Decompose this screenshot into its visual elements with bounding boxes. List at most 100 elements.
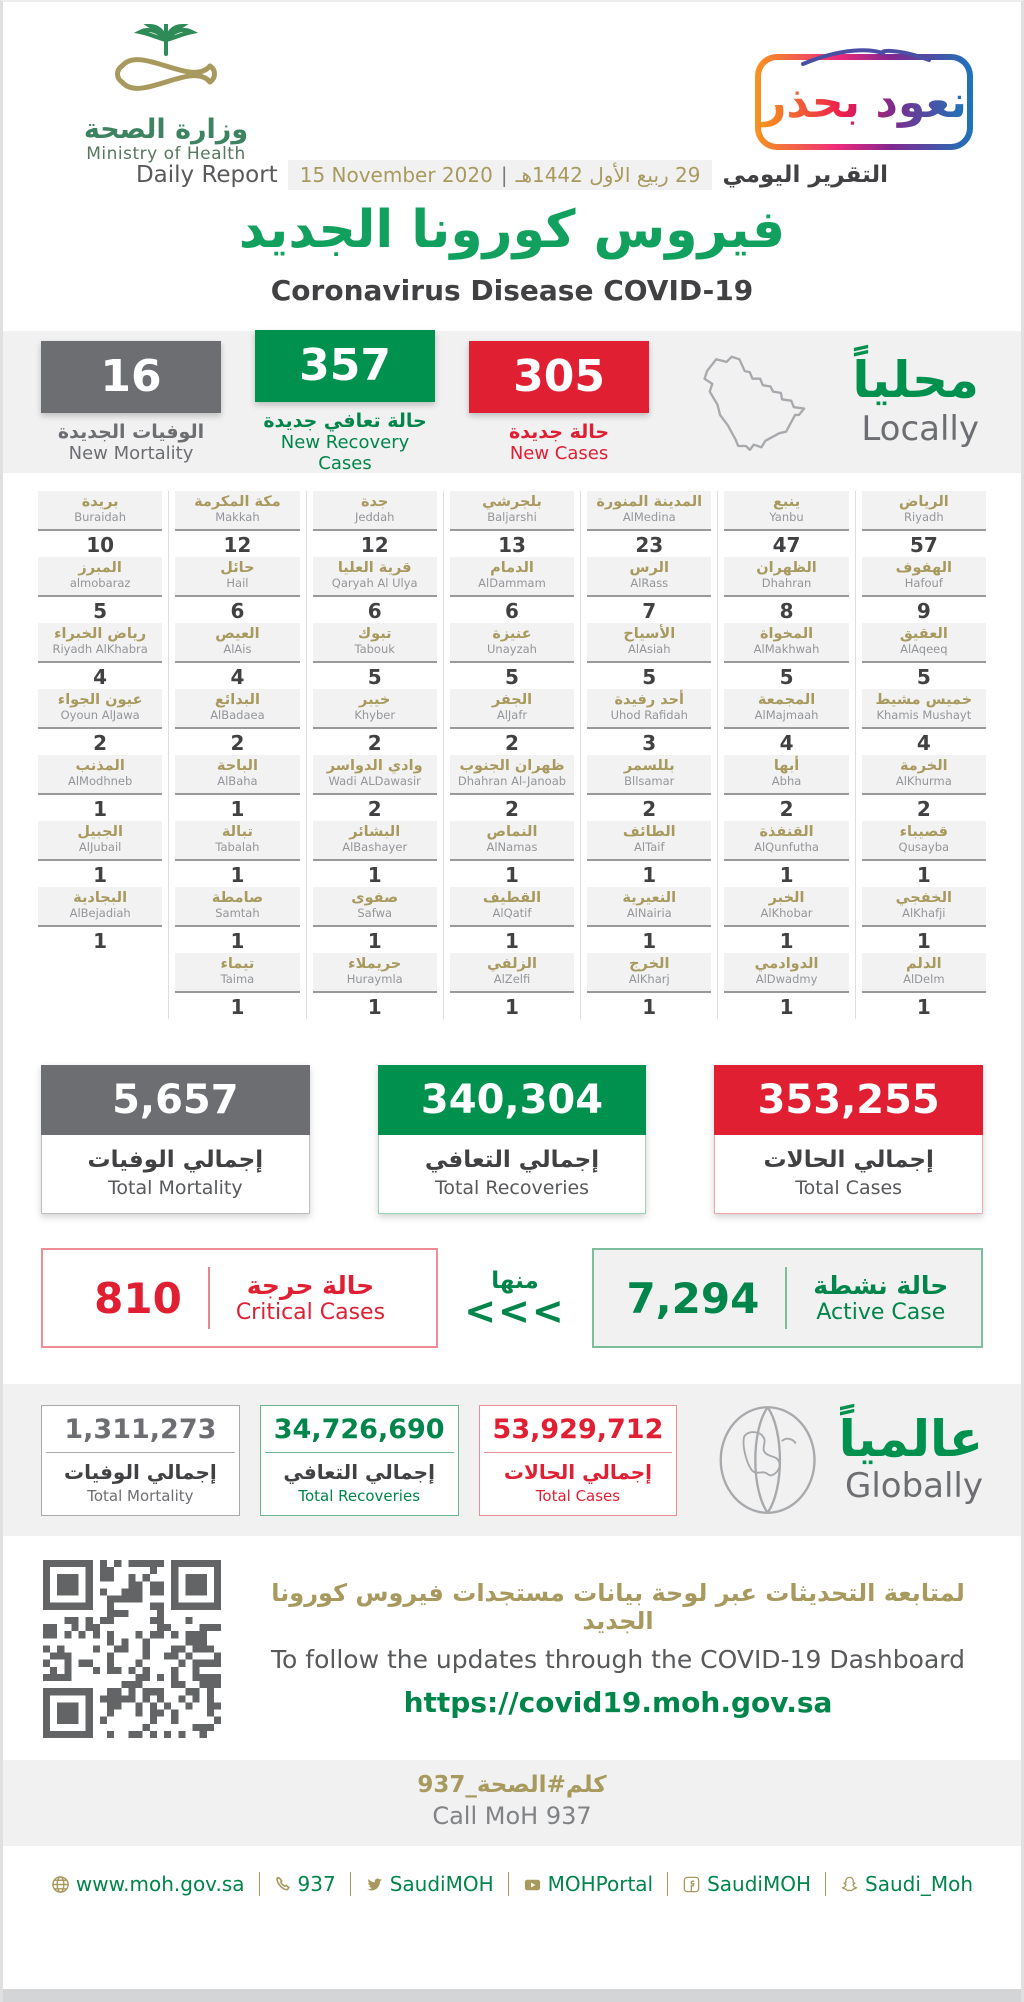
locally-label-en: Locally [861, 409, 980, 449]
snapchat-link[interactable]: Saudi_Moh [840, 1872, 973, 1896]
twitter-link[interactable]: SaudiMOH [365, 1872, 494, 1896]
footer-separator [349, 1872, 351, 1896]
city-case-count: 57 [909, 533, 938, 557]
city-case-count: 2 [367, 797, 382, 821]
city-name-en: Safwa [357, 905, 393, 920]
active-divider [785, 1267, 788, 1329]
new-recovery-value: 357 [299, 340, 391, 391]
city-case-count: 1 [93, 863, 108, 887]
city-case-count: 2 [642, 797, 657, 821]
global-cases-value: 53,929,712 [483, 1414, 673, 1453]
city-name-box: الخبر AlKhobar [724, 887, 849, 927]
global-cases-label-en: Total Cases [535, 1486, 621, 1505]
city-column: الرياض Riyadh 57 الهفوف Hafouf 9 العقيق AlAqeeq… [856, 491, 992, 1019]
header: وزارة الصحة Ministry of Health نعود بحذر [3, 2, 1021, 164]
city-case-count: 2 [779, 797, 794, 821]
locally-label-ar: محلياً [852, 351, 980, 409]
city-name-box: الرياض Riyadh [861, 491, 986, 531]
city-name-en: AlNamas [486, 839, 538, 854]
city-name-box: الهفوف Hafouf [861, 557, 986, 597]
city-name-box: مكة المكرمة Makkah [175, 491, 300, 531]
active-cases-value: 7,294 [626, 1273, 760, 1323]
active-cases-box: 7,294 حالة نشطة Active Case [591, 1248, 983, 1348]
city-cell: أحد رفيدة Uhod Rafidah 3 [587, 689, 712, 755]
city-cell: مكة المكرمة Makkah 12 [175, 491, 300, 557]
city-name-ar: الرس [629, 560, 669, 576]
city-cell: المخواة AlMakhwah 5 [724, 623, 849, 689]
city-name-ar: تيماء [220, 956, 255, 972]
city-name-ar: أبها [773, 758, 800, 774]
dashboard-text: لمتابعة التحديثات عبر لوحة بيانات مستجدا… [255, 1579, 981, 1719]
city-cell: العيص AlAis 4 [175, 623, 300, 689]
city-cell: قرية العليا Qaryah Al Ulya 6 [312, 557, 437, 623]
city-name-ar: عنيزة [492, 626, 532, 642]
city-name-en: Abha [771, 773, 802, 788]
city-name-en: Unayzah [487, 641, 537, 656]
city-name-ar: الخفجي [895, 890, 953, 906]
call-moh-label: Call MoH 937 [432, 1802, 592, 1830]
city-case-count: 2 [93, 731, 108, 755]
city-name-ar: المجمعة [757, 692, 816, 708]
city-name-box: الخرمة AlKhurma [861, 755, 986, 795]
city-name-ar: صامطة [211, 890, 264, 906]
new-mortality-label-ar: الوفيات الجديدة [57, 420, 205, 443]
city-name-en: AlBaha [217, 773, 258, 788]
total-cases-box: 353,255 إجمالي الحالات Total Cases [714, 1065, 984, 1214]
city-name-box: عيون الجواء Oyoun AlJawa [38, 689, 163, 729]
date-row: Daily Report 15 November 2020 | 29 ربيع … [3, 160, 1021, 190]
city-name-ar: مكة المكرمة [194, 494, 281, 510]
city-case-count: 5 [93, 599, 108, 623]
city-name-ar: بللسمر [623, 758, 675, 774]
city-cell: خيبر Khyber 2 [312, 689, 437, 755]
youtube-link[interactable]: MOHPortal [523, 1872, 653, 1896]
website-link[interactable]: www.moh.gov.sa [51, 1872, 245, 1896]
city-name-box: القطيف AlQatif [449, 887, 575, 927]
footer-separator [667, 1872, 669, 1896]
city-cell: بللسمر Bllsamar 2 [587, 755, 712, 821]
facebook-link[interactable]: SaudiMOH [682, 1872, 811, 1896]
city-cell: الخفجي AlKhafji 1 [861, 887, 986, 953]
city-cell: القنفذة AlQunfutha 1 [724, 821, 849, 887]
phone-link[interactable]: 937 [274, 1872, 336, 1896]
city-name-ar: البجادية [73, 890, 128, 906]
city-case-count: 1 [505, 863, 519, 887]
city-name-en: Jeddah [355, 509, 395, 524]
city-case-count: 1 [505, 929, 519, 953]
city-name-box: بللسمر Bllsamar [587, 755, 712, 795]
of-which-indicator: منها <<< [464, 1268, 566, 1330]
total-recoveries-label-ar: إجمالي التعافي [424, 1147, 600, 1173]
city-case-count: 1 [367, 863, 382, 887]
global-recoveries-box: 34,726,690 إجمالي التعافي Total Recoveri… [259, 1404, 459, 1516]
city-cell: المدينة المنورة AlMedina 23 [587, 491, 712, 557]
city-name-en: AlBadaea [210, 707, 265, 722]
city-case-count: 1 [779, 929, 794, 953]
city-name-box: بلجرشي Baljarshi [449, 491, 575, 531]
city-column: ينبع Yanbu 47 الظهران Dhahran 8 المخواة AlMakhw… [718, 491, 856, 1019]
call-hashtag-ar: كلم#الصحة_937 [417, 1772, 607, 1798]
city-name-ar: خميس مشيط [875, 692, 973, 708]
city-name-ar: الهفوف [895, 560, 952, 576]
city-name-ar: بريدة [81, 494, 119, 510]
total-recoveries-box: 340,304 إجمالي التعافي Total Recoveries [377, 1065, 647, 1214]
city-cell: الدمام AlDammam 6 [449, 557, 575, 623]
city-cell: بريدة Buraidah 10 [38, 491, 163, 557]
city-case-count: 1 [916, 995, 931, 1019]
city-name-en: AlMedina [622, 509, 676, 524]
global-cases-label-ar: إجمالي الحالات [503, 1459, 653, 1484]
city-name-en: AlKhafji [902, 905, 946, 920]
city-name-en: AlKhobar [760, 905, 813, 920]
city-case-count: 1 [230, 929, 245, 953]
total-mortality-value: 5,657 [112, 1077, 239, 1123]
city-name-ar: الرياض [898, 494, 949, 510]
global-recoveries-value: 34,726,690 [264, 1414, 454, 1453]
globe-icon [52, 1875, 69, 1893]
new-cases-value: 305 [513, 350, 605, 402]
city-column: بريدة Buraidah 10 المبرز almobaraz 5 رياض الخب… [32, 491, 170, 1019]
city-column: بلجرشي Baljarshi 13 الدمام AlDammam 6 عنيزة Una… [444, 491, 582, 1019]
dashboard-url-link[interactable]: https://covid19.moh.gov.sa [403, 1686, 833, 1719]
city-name-en: Uhod Rafidah [610, 707, 688, 722]
city-name-ar: جدة [361, 494, 389, 510]
city-cell: ينبع Yanbu 47 [724, 491, 849, 557]
city-name-box: البجادية AlBejadiah [38, 887, 163, 927]
city-case-count: 1 [779, 995, 794, 1019]
